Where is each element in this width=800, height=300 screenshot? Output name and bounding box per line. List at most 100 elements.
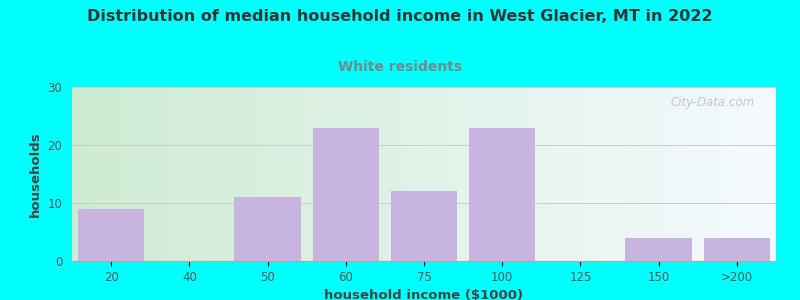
Bar	[674, 87, 678, 261]
Bar	[484, 87, 487, 261]
Bar	[660, 87, 663, 261]
Bar	[713, 87, 716, 261]
Bar	[480, 87, 484, 261]
Bar	[79, 87, 82, 261]
Bar	[390, 191, 458, 261]
Bar	[104, 87, 107, 261]
Bar	[744, 87, 748, 261]
Bar	[766, 87, 769, 261]
Bar	[368, 87, 371, 261]
Bar	[396, 87, 399, 261]
Bar	[227, 87, 230, 261]
Bar	[361, 87, 364, 261]
Bar	[431, 87, 434, 261]
Bar	[487, 87, 491, 261]
Bar	[386, 87, 389, 261]
Bar	[195, 87, 198, 261]
Bar	[150, 87, 153, 261]
Bar	[653, 87, 656, 261]
Bar	[382, 87, 386, 261]
Bar	[650, 87, 653, 261]
Bar	[498, 87, 502, 261]
Bar	[477, 87, 480, 261]
Bar	[540, 87, 544, 261]
Bar	[720, 87, 723, 261]
Bar	[738, 87, 741, 261]
Bar	[276, 87, 280, 261]
Bar	[544, 87, 547, 261]
Bar	[286, 87, 290, 261]
Bar	[170, 87, 174, 261]
Bar	[333, 87, 336, 261]
Bar	[579, 87, 582, 261]
Bar	[357, 87, 361, 261]
Bar	[417, 87, 421, 261]
Bar	[82, 87, 86, 261]
Bar	[90, 87, 93, 261]
Bar	[210, 87, 213, 261]
Bar	[255, 87, 258, 261]
Bar	[502, 87, 505, 261]
Bar	[122, 87, 125, 261]
Bar	[706, 87, 709, 261]
Bar	[313, 128, 379, 261]
Bar	[178, 87, 181, 261]
Bar	[378, 87, 382, 261]
Bar	[565, 87, 568, 261]
Bar	[505, 87, 509, 261]
Bar	[614, 87, 618, 261]
Bar	[336, 87, 339, 261]
Bar	[688, 87, 691, 261]
Bar	[100, 87, 104, 261]
Bar	[755, 87, 758, 261]
Bar	[245, 87, 248, 261]
Bar	[466, 87, 470, 261]
Bar	[470, 87, 474, 261]
Bar	[350, 87, 354, 261]
Bar	[86, 87, 90, 261]
Bar	[346, 87, 350, 261]
Bar	[452, 87, 456, 261]
Bar	[399, 87, 403, 261]
Y-axis label: households: households	[29, 131, 42, 217]
Bar	[234, 87, 238, 261]
Bar	[266, 87, 269, 261]
Bar	[670, 87, 674, 261]
Bar	[610, 87, 614, 261]
Bar	[160, 87, 163, 261]
Bar	[135, 87, 139, 261]
Bar	[188, 87, 192, 261]
Bar	[198, 87, 202, 261]
Bar	[474, 87, 477, 261]
Bar	[691, 87, 695, 261]
Bar	[702, 87, 706, 261]
Bar	[206, 87, 210, 261]
Bar	[234, 197, 301, 261]
Bar	[698, 87, 702, 261]
Bar	[283, 87, 286, 261]
Bar	[118, 87, 122, 261]
Bar	[223, 87, 227, 261]
Bar	[132, 87, 135, 261]
X-axis label: household income ($1000): household income ($1000)	[325, 289, 523, 300]
Bar	[678, 87, 681, 261]
Bar	[308, 87, 311, 261]
Bar	[128, 87, 132, 261]
Bar	[192, 87, 195, 261]
Bar	[762, 87, 766, 261]
Bar	[459, 87, 462, 261]
Bar	[290, 87, 294, 261]
Bar	[730, 87, 734, 261]
Bar	[456, 87, 459, 261]
Bar	[491, 87, 494, 261]
Bar	[603, 87, 607, 261]
Bar	[526, 87, 530, 261]
Bar	[139, 87, 142, 261]
Bar	[114, 87, 118, 261]
Bar	[311, 87, 315, 261]
Bar	[414, 87, 417, 261]
Bar	[230, 87, 234, 261]
Bar	[354, 87, 357, 261]
Bar	[107, 87, 110, 261]
Bar	[72, 87, 75, 261]
